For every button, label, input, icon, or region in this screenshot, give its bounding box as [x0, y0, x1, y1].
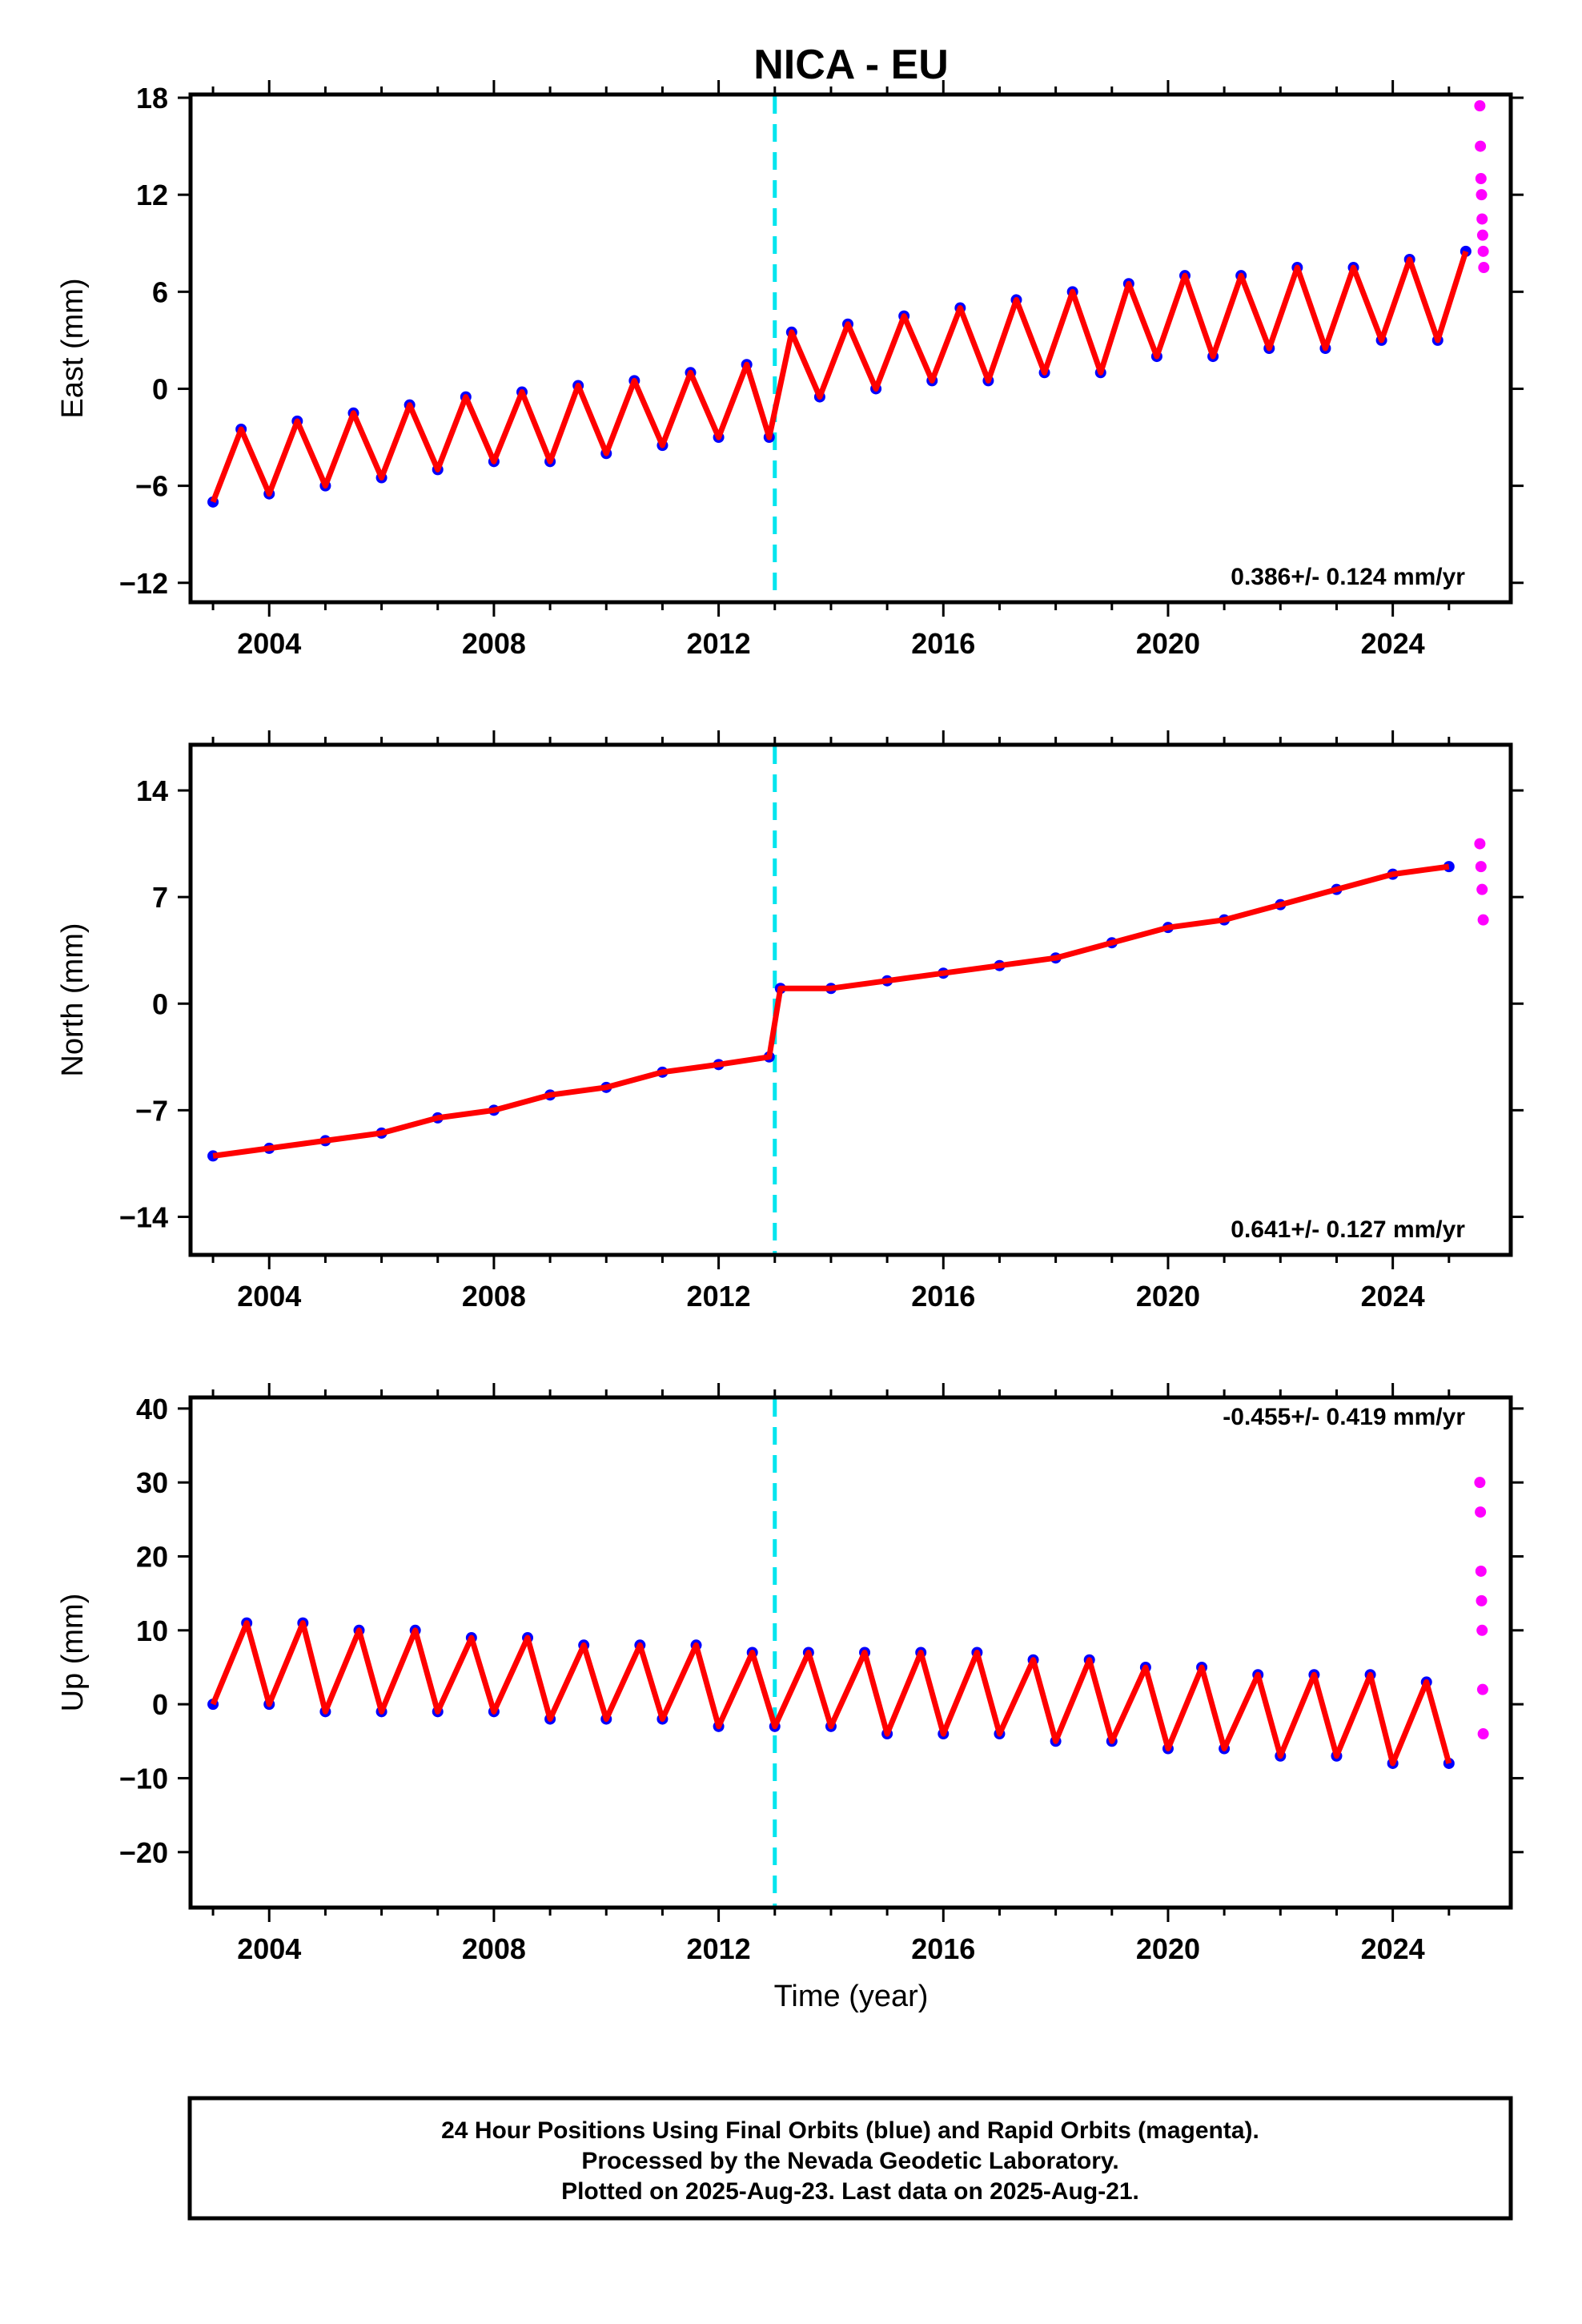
footer-line-3: Plotted on 2025-Aug-23. Last data on 202…	[561, 2178, 1139, 2205]
north-x-tick-label: 2016	[911, 1280, 975, 1313]
east-model-curve	[210, 250, 1469, 504]
east-y-axis-label: East (mm)	[56, 278, 90, 418]
north-model-curve	[212, 863, 1450, 1159]
east-y-tick-label: 18	[136, 82, 168, 115]
east-panel: 2004 2008 2012 2016 2020 2024 −12 −6 0 6 12 18 East …	[56, 80, 1524, 660]
north-rapid-point	[1474, 838, 1486, 850]
north-x-tick-label: 2012	[687, 1280, 751, 1313]
up-y-tick-label: −20	[119, 1836, 168, 1869]
east-y-tick-label: −6	[135, 470, 168, 503]
north-y-tick-label: 14	[136, 774, 168, 807]
footer-line-2: Processed by the Nevada Geodetic Laborat…	[581, 2148, 1118, 2174]
up-rapid-point	[1476, 1683, 1488, 1695]
north-rapid-point	[1475, 861, 1487, 873]
north-rate-label: 0.641+/- 0.127 mm/yr	[1231, 1216, 1465, 1243]
footer-box	[187, 2096, 1513, 2221]
up-y-axis-label: Up (mm)	[56, 1594, 90, 1712]
up-y-tick-label: 40	[136, 1393, 168, 1425]
chart-title: NICA - EU	[753, 42, 949, 88]
north-rapid-point	[1477, 914, 1489, 926]
up-y-tick-label: −10	[119, 1762, 168, 1795]
east-rapid-point	[1475, 172, 1487, 184]
up-rapid-point	[1475, 1506, 1487, 1518]
north-x-tick-label: 2008	[462, 1280, 526, 1313]
east-rapid-point	[1474, 100, 1486, 112]
east-rate-label: 0.386+/- 0.124 mm/yr	[1231, 564, 1465, 590]
up-rate-label: -0.455+/- 0.419 mm/yr	[1223, 1404, 1465, 1430]
east-rapid-point	[1476, 189, 1488, 201]
up-panel: 2004 2008 2012 2016 2020 2024 −20 −10 0 10 20 30 40 U…	[56, 1383, 1524, 1965]
north-y-axis-label: North (mm)	[56, 923, 90, 1076]
east-y-tick-label: 12	[136, 179, 168, 211]
north-x-tick-label: 2020	[1136, 1280, 1200, 1313]
north-y-tick-label: 7	[152, 881, 168, 914]
north-plot-frame	[188, 742, 1513, 1257]
up-x-tick-label: 2012	[687, 1932, 751, 1965]
x-axis-label: Time (year)	[774, 1980, 929, 2013]
north-rapid-point	[1476, 883, 1488, 895]
east-y-tick-label: 0	[152, 372, 168, 405]
up-x-tick-label: 2008	[462, 1932, 526, 1965]
north-x-tick-label: 2024	[1361, 1280, 1425, 1313]
east-rapid-point	[1475, 140, 1487, 152]
up-rapid-point	[1475, 1565, 1487, 1577]
up-x-tick-label: 2004	[237, 1932, 301, 1965]
up-rapid-point	[1474, 1477, 1486, 1489]
up-rapid-point	[1477, 1728, 1489, 1740]
up-rapid-point	[1476, 1624, 1488, 1636]
east-y-tick-label: −12	[119, 567, 168, 600]
up-plot-frame	[188, 1395, 1513, 1910]
east-rapid-point	[1476, 213, 1488, 225]
east-rapid-point	[1477, 245, 1489, 257]
east-x-tick-label: 2020	[1136, 627, 1200, 660]
east-y-tick-label: 6	[152, 275, 168, 308]
east-x-tick-label: 2008	[462, 627, 526, 660]
east-rapid-point	[1476, 229, 1488, 241]
up-rapid-point	[1476, 1594, 1488, 1606]
north-x-tick-label: 2004	[237, 1280, 301, 1313]
east-x-tick-label: 2016	[911, 627, 975, 660]
east-plot-frame	[188, 92, 1513, 605]
up-y-tick-label: 10	[136, 1614, 168, 1647]
east-rapid-point	[1478, 262, 1490, 274]
up-y-tick-label: 30	[136, 1466, 168, 1499]
up-x-tick-label: 2024	[1361, 1932, 1425, 1965]
up-y-tick-label: 20	[136, 1540, 168, 1573]
east-x-tick-label: 2024	[1361, 627, 1425, 660]
north-series-rapid-orbits	[1474, 838, 1489, 926]
up-series-rapid-orbits	[1474, 1477, 1489, 1740]
up-x-tick-label: 2020	[1136, 1932, 1200, 1965]
north-panel: 2004 2008 2012 2016 2020 2024 −14 −7 0 7 14 North (…	[56, 730, 1524, 1313]
up-y-tick-label: 0	[152, 1688, 168, 1721]
footer-line-1: 24 Hour Positions Using Final Orbits (bl…	[441, 2117, 1259, 2144]
up-x-tick-label: 2016	[911, 1932, 975, 1965]
east-series-rapid-orbits	[1474, 100, 1490, 274]
east-x-tick-label: 2012	[687, 627, 751, 660]
north-y-tick-label: 0	[152, 987, 168, 1020]
up-model-curve	[210, 1620, 1452, 1767]
north-y-tick-label: −7	[135, 1094, 168, 1127]
east-x-tick-label: 2004	[237, 627, 301, 660]
north-y-tick-label: −14	[119, 1200, 168, 1233]
